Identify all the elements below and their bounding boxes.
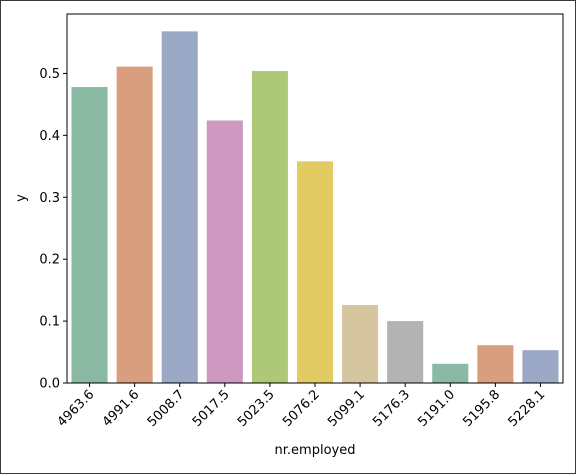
y-tick-label: 0.3 xyxy=(39,191,60,206)
x-tick-label: 5076.2 xyxy=(280,387,323,430)
x-tick-label: 5228.1 xyxy=(505,387,548,430)
x-tick-label: 5008.7 xyxy=(145,387,188,430)
bar-5076.2 xyxy=(296,161,334,383)
x-tick-label: 5191.0 xyxy=(415,387,458,430)
y-tick-label: 0.1 xyxy=(39,315,60,330)
bar-5228.1 xyxy=(522,350,559,383)
bar-4991.6 xyxy=(116,66,153,383)
x-tick-label: 4991.6 xyxy=(100,387,143,430)
bar-5099.1 xyxy=(342,304,379,383)
bars-group xyxy=(71,31,559,384)
x-tick-label: 5023.5 xyxy=(235,387,278,430)
x-axis-label: nr.employed xyxy=(275,443,356,458)
y-axis: 0.0 0.1 0.2 0.3 0.4 0.5 xyxy=(39,67,67,392)
bar-5023.5 xyxy=(251,70,288,384)
bar-5176.3 xyxy=(387,321,424,383)
x-tick-label: 5176.3 xyxy=(370,387,413,430)
y-tick-label: 0.5 xyxy=(39,67,60,82)
x-axis: 4963.6 4991.6 5008.7 5017.5 5023.5 5076.2 5099… xyxy=(55,383,548,430)
x-tick-label: 5099.1 xyxy=(325,387,368,430)
y-tick-label: 0.0 xyxy=(39,377,60,392)
x-tick-label: 5195.8 xyxy=(460,387,503,430)
bar-5008.7 xyxy=(161,31,198,384)
x-tick-label: 4963.6 xyxy=(55,387,98,430)
y-tick-label: 0.4 xyxy=(39,129,60,144)
bar-4963.6 xyxy=(71,87,108,383)
y-axis-label: y xyxy=(14,194,29,202)
y-tick-label: 0.2 xyxy=(39,253,60,268)
x-tick-label: 5017.5 xyxy=(190,387,233,430)
bar-5195.8 xyxy=(477,345,514,383)
bar-5191.0 xyxy=(432,363,469,383)
bar-5017.5 xyxy=(206,120,243,384)
